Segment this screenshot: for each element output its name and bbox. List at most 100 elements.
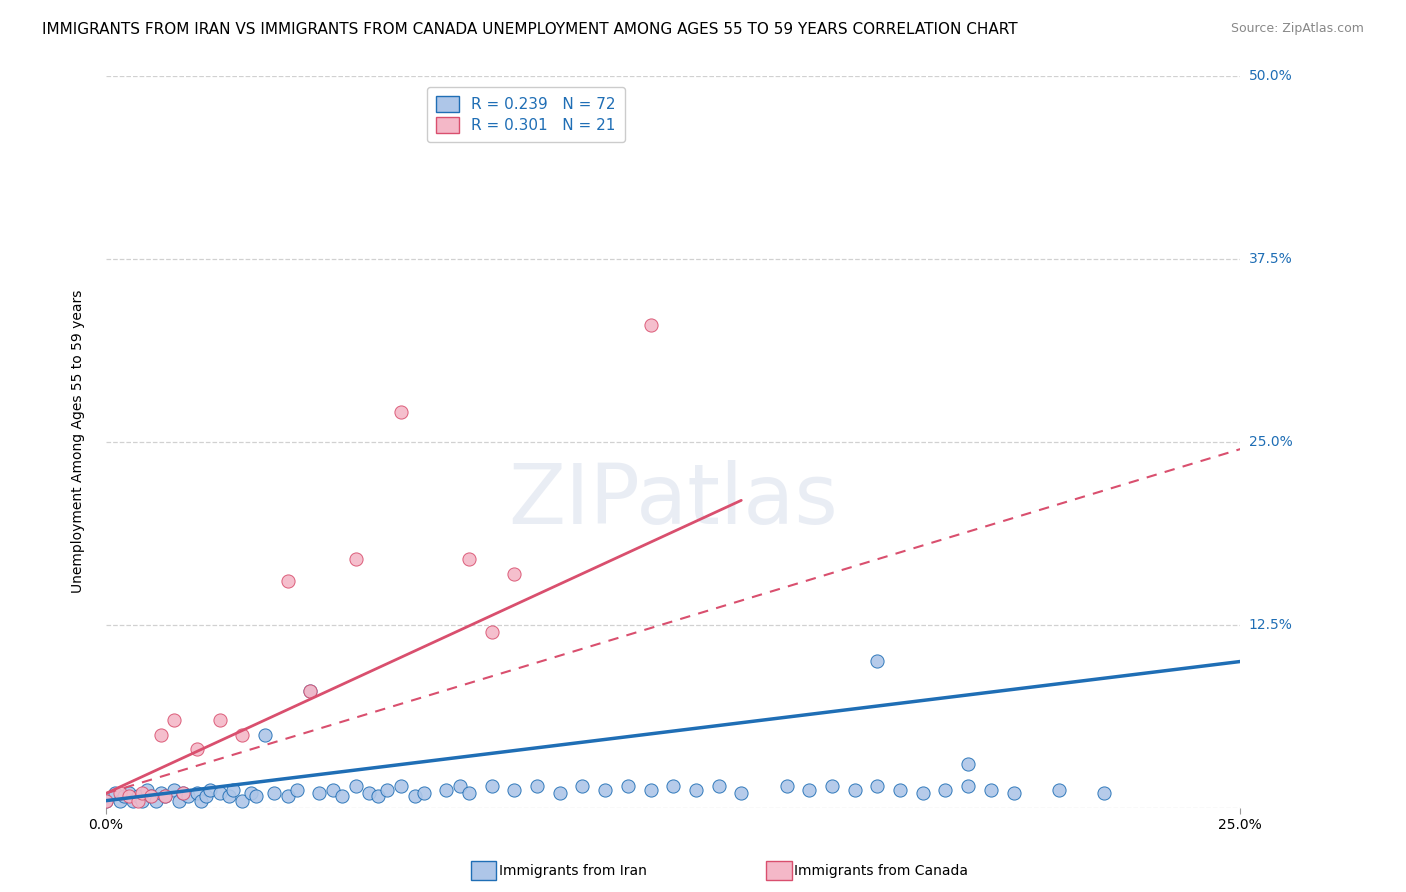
Point (799, 783, 821, 797)
Point (108, 786, 131, 800)
Point (775, 779, 797, 793)
Point (153, 789, 176, 804)
Point (94, 794, 117, 808)
Point (131, 786, 153, 800)
Point (685, 783, 707, 797)
Point (617, 779, 640, 793)
Point (167, 794, 190, 808)
Point (308, 786, 330, 800)
Point (299, 683, 322, 698)
Point (277, 574, 299, 588)
Point (263, 786, 285, 800)
Point (285, 783, 308, 797)
Point (481, 779, 503, 793)
Text: Source: ZipAtlas.com: Source: ZipAtlas.com (1230, 22, 1364, 36)
Point (481, 625, 503, 640)
Point (1002, 786, 1025, 800)
Point (253, 728, 276, 742)
Text: 25.0%: 25.0% (1249, 434, 1292, 449)
Point (153, 789, 176, 804)
Point (821, 779, 844, 793)
Point (526, 779, 548, 793)
Text: 12.5%: 12.5% (1249, 618, 1292, 632)
Point (118, 786, 141, 800)
Point (186, 742, 208, 756)
Point (866, 655, 889, 669)
Point (389, 405, 412, 419)
Point (730, 786, 752, 800)
Y-axis label: Unemployment Among Ages 55 to 59 years: Unemployment Among Ages 55 to 59 years (72, 290, 86, 593)
Text: Immigrants from Iran: Immigrants from Iran (499, 863, 647, 878)
Point (980, 783, 1002, 797)
Point (412, 786, 434, 800)
Point (458, 552, 481, 566)
Point (131, 794, 153, 808)
Text: ZIPatlas: ZIPatlas (509, 460, 838, 541)
Point (367, 789, 389, 804)
Point (957, 757, 980, 772)
Point (186, 786, 208, 800)
Point (127, 794, 149, 808)
Point (122, 794, 145, 808)
Point (245, 789, 267, 804)
Point (934, 783, 956, 797)
Point (112, 789, 135, 804)
Point (218, 789, 240, 804)
Point (1092, 786, 1115, 800)
Point (127, 789, 149, 804)
Point (172, 786, 194, 800)
Point (389, 779, 412, 793)
Point (548, 786, 571, 800)
Point (240, 786, 263, 800)
Point (503, 783, 526, 797)
Point (844, 783, 866, 797)
Point (503, 566, 526, 581)
Point (1047, 783, 1070, 797)
Point (145, 794, 167, 808)
Point (449, 779, 471, 793)
Point (866, 779, 889, 793)
Point (377, 783, 399, 797)
Point (141, 789, 163, 804)
Point (458, 786, 481, 800)
Point (163, 713, 186, 727)
Point (277, 789, 299, 804)
Point (190, 794, 212, 808)
Point (194, 789, 217, 804)
Point (640, 318, 662, 332)
Point (208, 786, 231, 800)
Point (200, 783, 222, 797)
Point (172, 786, 194, 800)
Point (344, 552, 367, 566)
Point (104, 786, 127, 800)
Point (231, 794, 253, 808)
Text: Immigrants from Canada: Immigrants from Canada (794, 863, 969, 878)
Point (149, 728, 172, 742)
Point (231, 728, 253, 742)
Point (222, 783, 245, 797)
Text: IMMIGRANTS FROM IRAN VS IMMIGRANTS FROM CANADA UNEMPLOYMENT AMONG AGES 55 TO 59 : IMMIGRANTS FROM IRAN VS IMMIGRANTS FROM … (42, 22, 1018, 37)
Point (149, 786, 172, 800)
Point (135, 783, 157, 797)
Point (889, 783, 911, 797)
Point (707, 779, 730, 793)
Point (593, 783, 616, 797)
Point (177, 789, 200, 804)
Point (118, 789, 141, 804)
Point (404, 789, 426, 804)
Point (299, 683, 322, 698)
Point (208, 713, 231, 727)
Point (94, 794, 117, 808)
Point (330, 789, 353, 804)
Text: 37.5%: 37.5% (1249, 252, 1292, 266)
Point (344, 779, 367, 793)
Point (322, 783, 344, 797)
Point (911, 786, 934, 800)
Point (662, 779, 685, 793)
Point (108, 794, 131, 808)
Legend: R = 0.239   N = 72, R = 0.301   N = 21: R = 0.239 N = 72, R = 0.301 N = 21 (427, 87, 624, 143)
Point (141, 789, 163, 804)
Point (571, 779, 593, 793)
Point (434, 783, 457, 797)
Point (957, 779, 980, 793)
